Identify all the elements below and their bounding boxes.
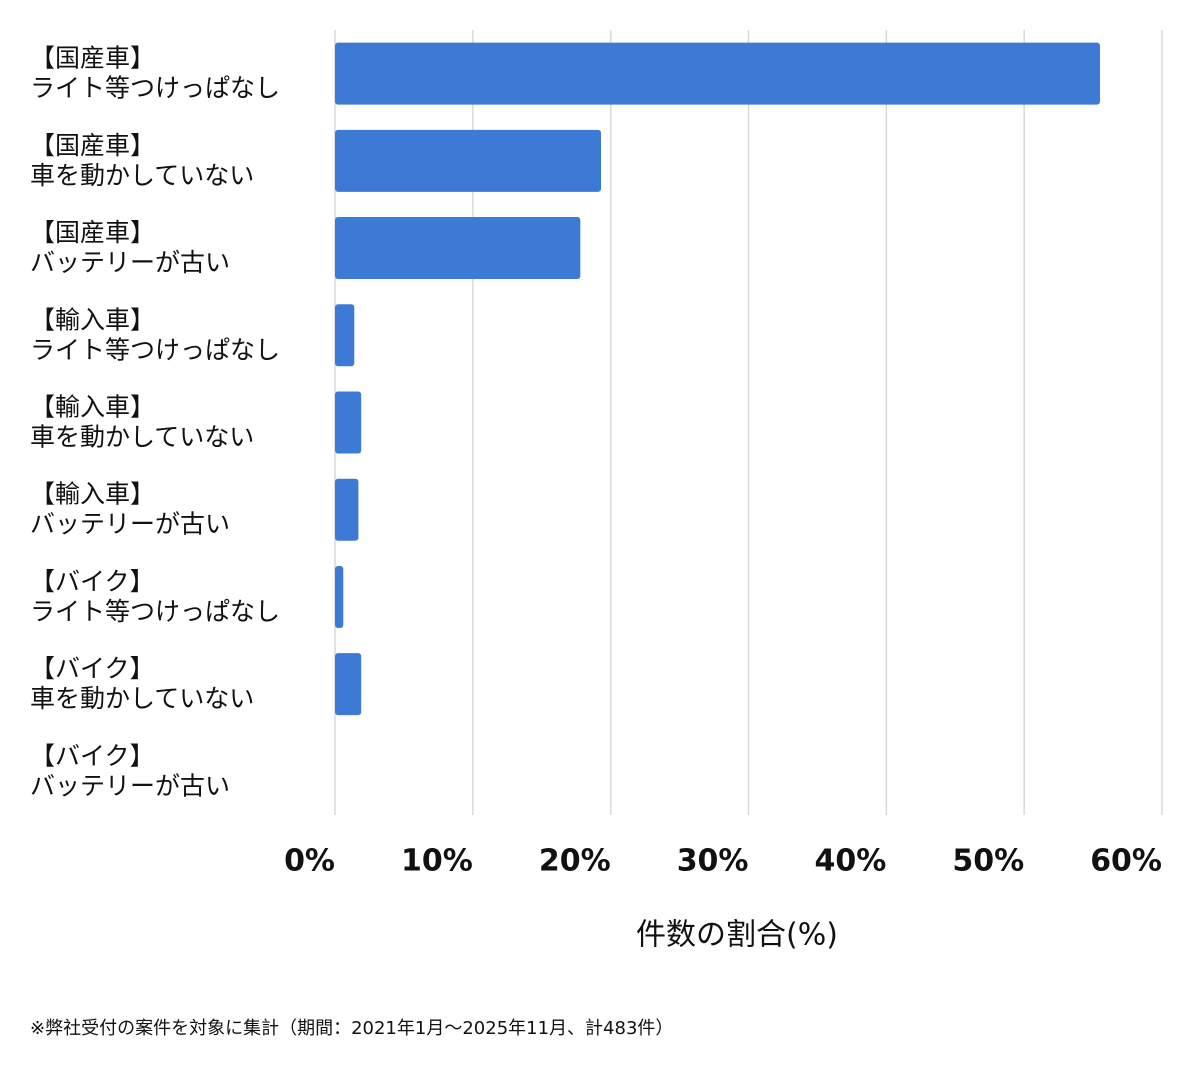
y-tick-label: 【輸入車】: [30, 480, 155, 509]
x-tick-label: 50%: [952, 844, 1024, 879]
x-tick-label: 30%: [677, 844, 749, 879]
y-tick-label: 【バイク】: [30, 654, 155, 683]
y-tick-label: バッテリーが古い: [30, 248, 230, 277]
bar: [335, 653, 362, 716]
y-tick-label: 【国産車】: [30, 44, 155, 73]
y-tick-label: 車を動かしていない: [30, 684, 254, 713]
bar: [335, 565, 344, 628]
x-tick-label: 10%: [401, 844, 473, 879]
y-tick-label: バッテリーが古い: [30, 771, 230, 800]
x-tick-label: 60%: [1090, 844, 1162, 879]
y-tick-label: 【バイク】: [30, 567, 155, 596]
footnote: ※弊社受付の案件を対象に集計（期間：2021年1月～2025年11月、計483件…: [30, 1018, 673, 1039]
y-tick-label: 車を動かしていない: [30, 423, 254, 452]
x-axis-title: 件数の割合(%): [636, 918, 838, 953]
y-tick-label: 【バイク】: [30, 741, 155, 770]
x-tick-label: 0%: [284, 844, 335, 879]
x-tick-label: 40%: [815, 844, 887, 879]
bar: [335, 129, 602, 192]
y-tick-label: バッテリーが古い: [30, 510, 230, 539]
bar: [335, 304, 355, 367]
bar: [335, 217, 581, 280]
y-tick-label: 【国産車】: [30, 218, 155, 247]
y-tick-label: 【国産車】: [30, 131, 155, 160]
y-tick-label: ライト等つけっぱなし: [30, 74, 280, 103]
y-tick-label: 車を動かしていない: [30, 161, 254, 190]
y-tick-label: 【輸入車】: [30, 393, 155, 422]
x-tick-label: 20%: [539, 844, 611, 879]
y-tick-label: 【輸入車】: [30, 305, 155, 334]
y-tick-label: ライト等つけっぱなし: [30, 597, 280, 626]
y-tick-label: ライト等つけっぱなし: [30, 335, 280, 364]
bar: [335, 391, 362, 454]
bar: [335, 42, 1100, 105]
bar: [335, 478, 359, 541]
